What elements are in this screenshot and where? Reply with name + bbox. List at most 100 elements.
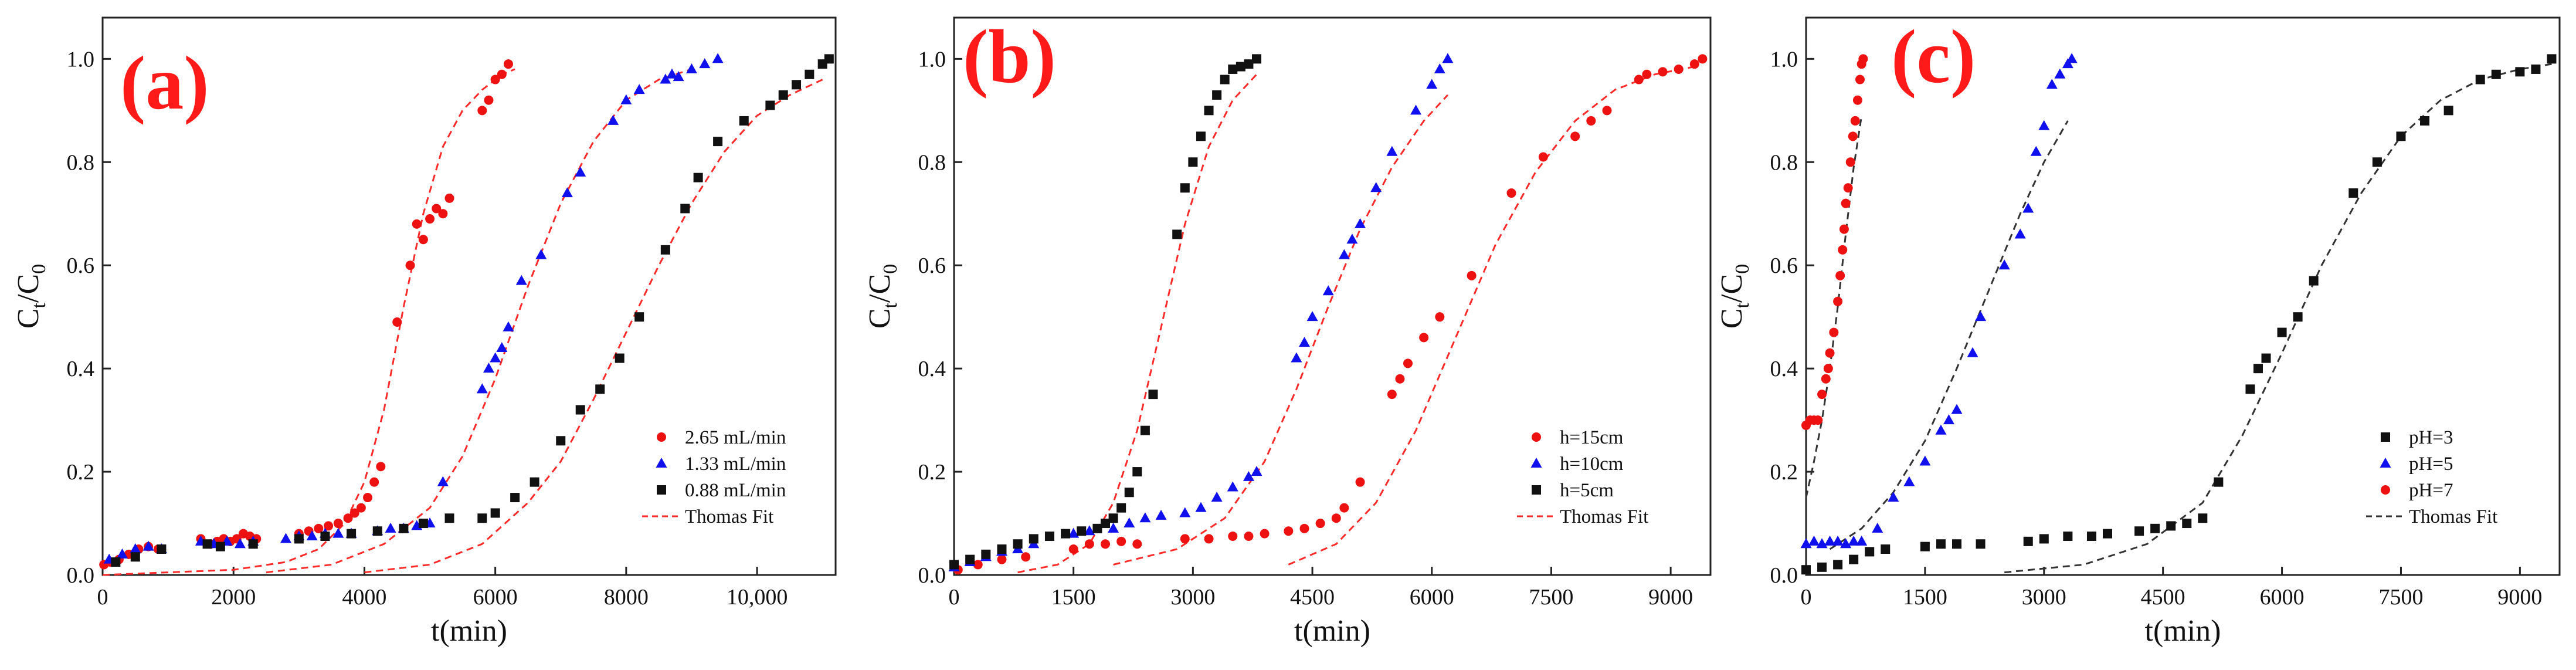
- data-point: [392, 317, 402, 327]
- x-tick-label: 0: [949, 585, 960, 610]
- data-point: [1139, 512, 1151, 523]
- data-point: [1848, 131, 1858, 141]
- data-point: [1132, 467, 1142, 477]
- data-point: [965, 554, 975, 564]
- data-point: [1835, 270, 1845, 280]
- plot-frame: [953, 16, 1712, 576]
- data-point: [2038, 120, 2050, 130]
- legend-entry: 2.65 mL/min: [685, 427, 786, 448]
- data-point: [142, 540, 154, 551]
- data-point: [1204, 534, 1214, 544]
- data-point: [1243, 471, 1254, 481]
- data-point: [1817, 390, 1827, 400]
- x-tick-label: 8000: [604, 585, 649, 610]
- data-point: [111, 557, 121, 567]
- data-point: [1858, 54, 1868, 64]
- data-point: [685, 63, 697, 73]
- data-point: [356, 503, 366, 513]
- fit-curve: [2004, 63, 2552, 574]
- y-axis-title: Ct/C0: [863, 264, 901, 329]
- data-point: [1689, 59, 1699, 69]
- x-tick-label: 7500: [2378, 585, 2423, 610]
- data-point: [2182, 519, 2192, 529]
- data-point: [1952, 539, 1961, 549]
- x-tick-label: 9000: [1648, 585, 1693, 610]
- data-point: [280, 533, 291, 543]
- data-point: [1068, 544, 1078, 554]
- data-point: [1386, 145, 1398, 156]
- data-point: [1180, 534, 1190, 544]
- data-point: [1021, 552, 1031, 562]
- y-tick-label: 0.6: [1770, 253, 1798, 278]
- data-point: [2014, 228, 2026, 239]
- legend-marker: [1532, 485, 1541, 495]
- data-point: [438, 209, 448, 219]
- x-tick-label: 0: [97, 585, 108, 610]
- data-point: [476, 383, 488, 394]
- data-point: [2198, 513, 2208, 523]
- data-point: [1101, 519, 1110, 529]
- data-point: [1881, 544, 1891, 554]
- y-tick-label: 0.0: [1770, 563, 1798, 588]
- data-point: [1029, 534, 1038, 544]
- data-point: [595, 384, 605, 394]
- data-point: [1951, 404, 1963, 414]
- data-point: [575, 166, 586, 177]
- data-point: [215, 542, 225, 551]
- data-point: [1442, 53, 1454, 63]
- data-point: [1506, 188, 1516, 198]
- data-point: [1061, 529, 1071, 539]
- data-point: [981, 549, 991, 559]
- data-point: [1084, 525, 1095, 536]
- data-point: [1387, 390, 1397, 400]
- data-point: [1172, 229, 1182, 239]
- data-point: [1092, 523, 1102, 533]
- data-point: [372, 526, 382, 536]
- data-point: [1322, 285, 1334, 296]
- data-point: [437, 476, 449, 486]
- data-point: [490, 75, 500, 84]
- data-point: [1823, 364, 1833, 374]
- data-point: [1284, 526, 1294, 536]
- data-point: [556, 436, 566, 446]
- data-point: [1179, 507, 1191, 517]
- x-tick-label: 6000: [1410, 585, 1454, 610]
- data-point: [824, 54, 834, 64]
- data-point: [1856, 535, 1868, 546]
- data-point: [1832, 535, 1844, 546]
- data-point: [575, 405, 585, 415]
- y-tick-label: 1.0: [67, 47, 95, 72]
- data-point: [1821, 374, 1831, 384]
- data-point: [997, 544, 1007, 554]
- y-tick-label: 0.2: [1770, 460, 1798, 485]
- legend-marker: [2380, 458, 2391, 468]
- data-point: [1084, 539, 1094, 549]
- panel-b: t(min) Ct/C0 0 1500 3000 4500 6000 7500 9000 0.…: [863, 15, 1712, 648]
- data-point: [1346, 234, 1358, 244]
- data-point: [1467, 270, 1477, 280]
- y-tick-label: 0.4: [67, 357, 95, 381]
- data-point: [2531, 64, 2541, 74]
- x-tick-label: 4500: [1290, 585, 1335, 610]
- data-point: [490, 352, 501, 363]
- y-tick-label: 0.4: [918, 357, 946, 381]
- legend-marker: [657, 432, 666, 442]
- data-point: [561, 187, 573, 198]
- data-point: [1244, 59, 1254, 69]
- data-point: [615, 353, 625, 363]
- data-point: [2261, 353, 2271, 363]
- data-point: [1967, 347, 1978, 357]
- data-point: [1838, 245, 1848, 255]
- data-point: [1044, 532, 1054, 542]
- data-point: [997, 554, 1007, 564]
- data-point: [666, 68, 678, 79]
- data-point: [2348, 188, 2358, 198]
- panel-label: (b): [963, 15, 1056, 99]
- data-point: [1936, 539, 1946, 549]
- data-point: [503, 321, 514, 331]
- data-point: [1155, 509, 1167, 520]
- data-point: [363, 493, 373, 503]
- data-point: [2030, 145, 2042, 156]
- data-point: [1843, 183, 1853, 193]
- data-point: [2063, 532, 2073, 542]
